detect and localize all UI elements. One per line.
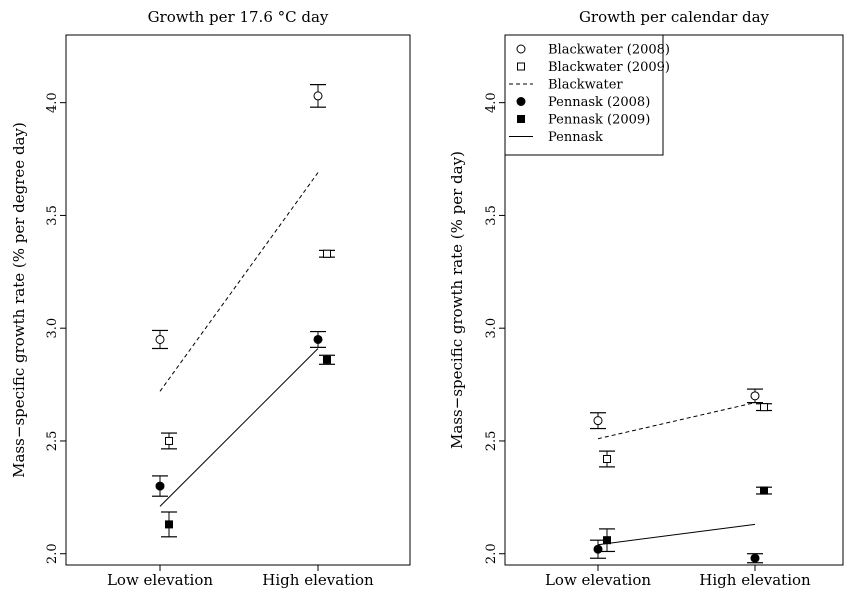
data-point bbox=[603, 455, 611, 463]
data-point bbox=[603, 536, 611, 545]
trend-line-solid bbox=[597, 523, 756, 546]
plot-frame bbox=[504, 34, 844, 566]
data-point bbox=[323, 355, 331, 364]
y-axis-label: Mass−specific growth rate (% per day) bbox=[448, 151, 466, 449]
data-point bbox=[760, 486, 768, 495]
y-tick-label: 3.5 bbox=[45, 205, 60, 226]
x-tick-label: Low elevation bbox=[545, 571, 651, 589]
data-point bbox=[750, 553, 760, 563]
legend-label: Pennask (2008) bbox=[548, 95, 650, 110]
y-axis-label: Mass−specific growth rate (% per degree … bbox=[10, 122, 28, 478]
trend-line-solid bbox=[159, 348, 319, 507]
legend-swatch bbox=[517, 115, 525, 123]
legend: Blackwater (2008) Blackwater (2009) Blackw… bbox=[504, 34, 670, 156]
y-tick-label: 4.0 bbox=[484, 92, 499, 113]
legend-label: Blackwater bbox=[548, 78, 623, 93]
legend-box bbox=[504, 34, 664, 156]
y-tick-label: 4.0 bbox=[45, 92, 60, 113]
x-tick-label: High elevation bbox=[262, 571, 374, 589]
trend-line-dashed bbox=[159, 172, 319, 392]
panel-1: Growth per 17.6 °C day Mass−specific grow… bbox=[10, 8, 411, 589]
plot-frame bbox=[65, 34, 411, 566]
data-point bbox=[750, 391, 760, 401]
y-tick-label: 2.5 bbox=[484, 431, 499, 452]
data-point bbox=[165, 520, 173, 529]
data-point bbox=[593, 416, 603, 426]
panel-2: Growth per calendar day Mass−specific gro… bbox=[448, 8, 844, 589]
x-tick-label: High elevation bbox=[699, 571, 811, 589]
y-tick-label: 2.0 bbox=[484, 543, 499, 564]
y-tick-label: 3.0 bbox=[45, 318, 60, 339]
legend-label: Blackwater (2009) bbox=[548, 60, 670, 75]
y-tick-label: 2.0 bbox=[45, 543, 60, 564]
data-point bbox=[313, 334, 323, 344]
data-point bbox=[313, 91, 323, 101]
chart-title: Growth per calendar day bbox=[579, 8, 770, 26]
trend-line-dashed bbox=[597, 402, 756, 440]
legend-swatch bbox=[516, 97, 526, 106]
data-point bbox=[760, 403, 768, 412]
data-point bbox=[155, 334, 165, 344]
y-tick-label: 2.5 bbox=[45, 431, 60, 452]
legend-swatch bbox=[516, 44, 526, 54]
legend-label: Pennask (2009) bbox=[548, 113, 650, 128]
legend-swatch bbox=[517, 62, 525, 71]
y-tick-label: 3.0 bbox=[484, 318, 499, 339]
legend-label: Blackwater (2008) bbox=[548, 43, 670, 58]
chart-title: Growth per 17.6 °C day bbox=[148, 8, 329, 26]
data-point bbox=[155, 481, 165, 491]
data-point bbox=[323, 249, 331, 258]
legend-label: Pennask bbox=[548, 130, 603, 145]
x-tick-label: Low elevation bbox=[107, 571, 213, 589]
data-point bbox=[165, 436, 173, 445]
y-tick-label: 3.5 bbox=[484, 205, 499, 226]
